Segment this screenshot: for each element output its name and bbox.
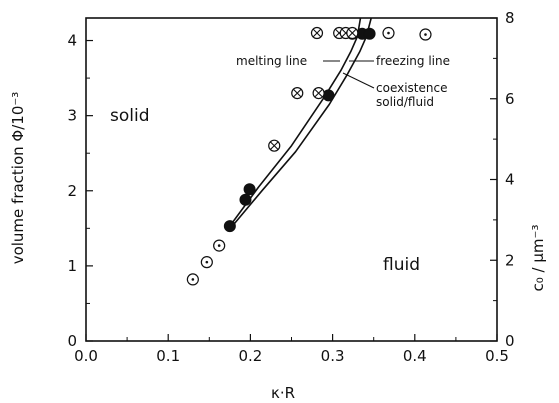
freezing-line-curve — [231, 17, 372, 227]
circle-cross-stroke — [348, 28, 357, 38]
circle-dot-marker — [382, 26, 395, 40]
region-label-fluid: fluid — [383, 255, 420, 275]
circle-cross-stroke — [269, 141, 279, 150]
circle-dot-marker — [213, 239, 226, 252]
secondary-y-axis-ticks: 0 2 4 6 8 — [490, 9, 515, 350]
x-tick-label: 0.5 — [485, 347, 509, 365]
circle-cross-marker — [310, 26, 324, 40]
circle-cross-marker — [268, 139, 281, 152]
filled-circle-marker — [223, 220, 236, 233]
annotation-freezing-line: freezing line — [376, 54, 450, 68]
circle-cross-marker — [346, 26, 359, 40]
x-tick-label: 0.1 — [156, 347, 180, 365]
filled-circle-marker — [239, 193, 252, 206]
circle-cross-stroke — [293, 88, 302, 98]
circle-dot-marker — [186, 273, 199, 286]
annotation-melting-line: melting line — [236, 54, 307, 68]
y-tick-label: 0 — [67, 332, 77, 350]
circle-dot-center — [217, 244, 221, 247]
phase-lines — [229, 17, 372, 227]
secondary-y-axis-label: c₀ / μm⁻³ — [529, 225, 547, 292]
circle-dot-center — [424, 33, 427, 36]
x-tick-label: 0.4 — [403, 347, 427, 365]
annotation-coexistence: coexistence — [376, 81, 447, 95]
y2-tick-label: 2 — [505, 251, 515, 269]
y-tick-label: 3 — [67, 107, 77, 125]
y2-tick-label: 8 — [505, 9, 515, 27]
y2-tick-label: 6 — [505, 90, 515, 108]
y-axis-label: volume fraction Φ/10⁻³ — [9, 92, 27, 265]
circle-dot-center — [387, 31, 390, 35]
circle-dot-marker — [200, 256, 213, 269]
circle-dot-center — [191, 278, 195, 281]
y2-tick-label: 0 — [505, 332, 515, 350]
annotation-solid-fluid: solid/fluid — [376, 95, 434, 109]
circle-cross-marker — [291, 87, 304, 100]
circle-cross-stroke — [312, 28, 322, 38]
filled-circle-marker — [322, 89, 335, 102]
circle-dot-marker — [419, 28, 432, 41]
circle-cross-stroke — [314, 88, 323, 98]
x-axis-ticks: 0.0 0.1 0.2 0.3 0.4 0.5 — [74, 334, 509, 365]
filled-circle-marker — [363, 27, 376, 40]
y2-tick-label: 4 — [505, 171, 515, 189]
data-markers — [186, 26, 432, 286]
x-axis-label: κ·R — [271, 384, 295, 402]
y-tick-label: 2 — [67, 182, 77, 200]
y-axis-ticks: 0 1 2 3 4 — [67, 32, 93, 350]
circle-cross-marker — [312, 87, 325, 100]
circle-dot-center — [205, 260, 209, 264]
y-tick-label: 1 — [67, 257, 77, 275]
filled-circle-marker — [243, 183, 256, 196]
x-tick-label: 0.2 — [238, 347, 262, 365]
x-tick-label: 0.3 — [321, 347, 345, 365]
y-tick-label: 4 — [67, 32, 77, 50]
x-tick-label: 0.0 — [74, 347, 98, 365]
coexistence-leader — [342, 72, 375, 89]
region-label-solid: solid — [110, 106, 150, 126]
melting-line-curve — [229, 17, 362, 227]
